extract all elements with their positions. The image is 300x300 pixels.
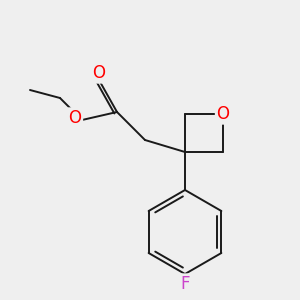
Text: O: O xyxy=(217,105,230,123)
Text: F: F xyxy=(180,275,190,293)
Text: O: O xyxy=(68,109,82,127)
Text: O: O xyxy=(92,64,106,82)
